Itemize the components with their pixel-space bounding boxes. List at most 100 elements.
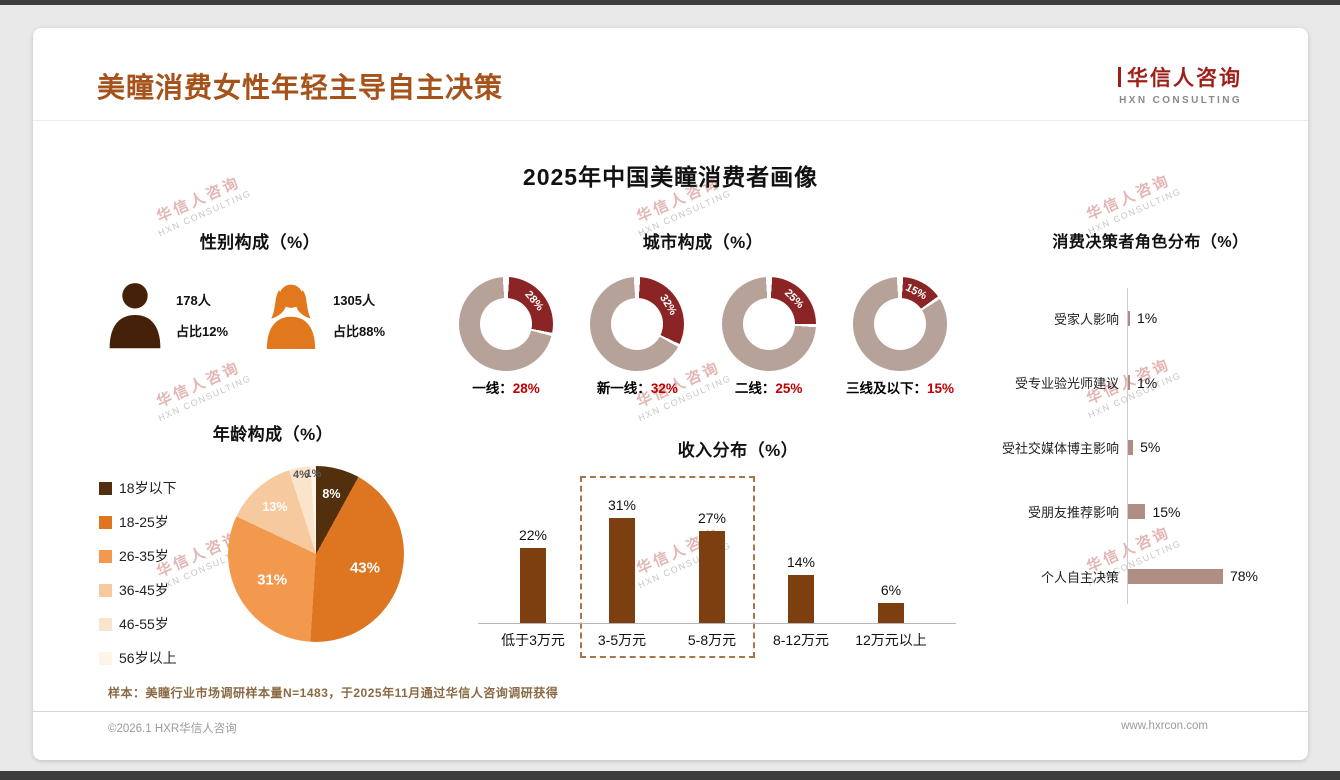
header-divider	[33, 120, 1308, 121]
logo-text-en: HXN CONSULTING	[1119, 95, 1242, 106]
donut-group-tier2: 25% 二线：25%	[713, 277, 825, 397]
legend-item: 18岁以下	[99, 478, 177, 498]
female-icon	[266, 284, 316, 349]
bar-row: 受社交媒体博主影响 5%	[993, 415, 1308, 480]
donut-caption: 二线：25%	[734, 381, 803, 396]
legend-item: 46-55岁	[99, 614, 177, 634]
gender-section: 性别构成（%） 178人 占比12%	[73, 228, 447, 349]
bar-value-label: 5%	[1140, 439, 1161, 456]
x-axis-line	[478, 623, 956, 624]
slide-card: 华信人咨询 HXN CONSULTING 华信人咨询 HXN CONSULTING …	[33, 28, 1308, 760]
page-title: 美瞳消费女性年轻主导自主决策	[97, 72, 504, 103]
donut-group-tier1: 28% 一线：28%	[450, 277, 562, 397]
pie-slice-label: 1%	[305, 468, 322, 481]
donut-chart-tier1: 28%	[459, 277, 553, 371]
x-axis-label: 12万元以上	[855, 632, 927, 648]
bar-group: 22%	[503, 527, 563, 623]
bar-group: 31%	[592, 497, 652, 623]
watermark: 华信人咨询 HXN CONSULTING	[154, 358, 253, 424]
decision-bar	[1127, 310, 1130, 326]
age-legend: 18岁以下 18-25岁 26-35岁 36-45岁 46-55岁 56岁以上	[99, 478, 177, 682]
income-bar	[699, 531, 725, 623]
donut-hole	[742, 298, 795, 350]
income-bar	[609, 517, 635, 623]
donut-caption: 一线：28%	[472, 381, 540, 396]
copyright-text: ©2026.1 HXR华信人咨询	[108, 723, 237, 735]
bar-value-label: 31%	[607, 496, 637, 513]
category-label: 受家人影响	[1053, 311, 1119, 327]
y-axis-line	[1127, 288, 1128, 604]
male-share: 占比12%	[176, 324, 229, 339]
bar-value-label: 15%	[1152, 503, 1181, 520]
donut-caption: 三线及以下：15%	[845, 381, 954, 396]
donut-caption: 新一线：32%	[596, 381, 678, 396]
bar-value-label: 6%	[880, 581, 902, 598]
city-section: 城市构成（%） 28% 一线：28% 32% 新一线：32%	[448, 228, 958, 397]
section-title-gender: 性别构成（%）	[199, 233, 321, 252]
income-section: 收入分布（%） 22% 31% 27% 14% 6%	[473, 436, 1003, 676]
gender-female-group: 1305人 占比88%	[262, 281, 385, 349]
legend-swatch	[99, 515, 112, 529]
website-url: www.hxrcon.com	[1121, 720, 1208, 732]
donut-chart-tier3: 15%	[852, 277, 947, 371]
decision-bar	[1127, 375, 1130, 391]
x-axis-label: 低于3万元	[501, 632, 565, 648]
bar-value-label: 27%	[697, 510, 727, 527]
bar-value-label: 14%	[786, 554, 816, 571]
bar-value-label: 22%	[518, 527, 548, 544]
city-donut-row: 28% 一线：28% 32% 新一线：32% 25% 二线	[448, 277, 958, 397]
bar-value-label: 78%	[1229, 568, 1258, 585]
bar-value-label: 1%	[1137, 310, 1158, 327]
bar-row: 个人自主决策 78%	[993, 544, 1308, 609]
x-axis-label: 3-5万元	[597, 632, 647, 648]
pie-slice-label: 13%	[262, 500, 288, 515]
decision-bar	[1127, 568, 1223, 584]
bar-row: 受家人影响 1%	[993, 286, 1308, 351]
x-axis-label: 8-12万元	[772, 632, 830, 648]
bar-value-label: 1%	[1137, 374, 1158, 391]
age-pie-chart: 8% 43% 31% 13% 4% 1%	[228, 466, 404, 642]
logo-mark	[1118, 67, 1121, 87]
pie-slice-label: 43%	[349, 559, 380, 577]
decision-bar	[1127, 504, 1146, 520]
bar-row: 受朋友推荐影响 15%	[993, 480, 1308, 545]
section-title-decision: 消费决策者角色分布（%）	[1052, 234, 1249, 251]
female-count: 1305人	[333, 293, 375, 308]
donut-group-tier3: 15% 三线及以下：15%	[844, 277, 956, 397]
legend-item: 26-35岁	[99, 546, 177, 566]
chart-main-title: 2025年中国美瞳消费者画像	[522, 164, 819, 190]
pie-slice-label: 4%	[293, 469, 309, 482]
bar-group: 6%	[861, 582, 921, 623]
pie-slice-label: 8%	[322, 486, 341, 501]
decision-section: 消费决策者角色分布（%） 受家人影响 1% 受专业验光师建议 1% 受社交媒体博…	[993, 228, 1308, 609]
category-label: 受朋友推荐影响	[1027, 505, 1119, 521]
category-label: 受社交媒体博主影响	[1001, 440, 1119, 456]
footer-divider	[33, 711, 1308, 712]
donut-hole	[611, 298, 664, 350]
male-count: 178人	[176, 293, 211, 308]
donut-chart-tier2: 25%	[721, 277, 816, 371]
legend-item: 56岁以上	[99, 648, 177, 668]
category-label: 个人自主决策	[1040, 569, 1119, 585]
bar-group: 14%	[771, 554, 831, 623]
bar-group: 27%	[682, 510, 742, 623]
donut-hole	[480, 298, 532, 350]
highlight-dashed-box	[580, 476, 755, 658]
legend-item: 18-25岁	[99, 512, 177, 532]
donut-hole	[873, 298, 926, 350]
income-bar	[788, 575, 814, 623]
legend-swatch	[99, 651, 112, 665]
income-bar	[878, 602, 904, 623]
age-section: 年龄构成（%） 18岁以下 18-25岁 26-35岁 36-45岁 46-55…	[73, 420, 473, 700]
logo-text-cn: 华信人咨询	[1127, 67, 1242, 90]
bottom-strip	[0, 771, 1340, 780]
male-icon	[109, 283, 161, 349]
company-logo: 华信人咨询 HXN CONSULTING	[1118, 62, 1242, 106]
legend-swatch	[99, 481, 112, 495]
pie-slice-label: 31%	[257, 571, 288, 589]
gender-male-group: 178人 占比12%	[107, 281, 228, 349]
top-strip	[0, 0, 1340, 5]
gender-stats-row: 178人 占比12% 1305人 占比88%	[73, 281, 447, 349]
legend-swatch	[99, 583, 112, 597]
